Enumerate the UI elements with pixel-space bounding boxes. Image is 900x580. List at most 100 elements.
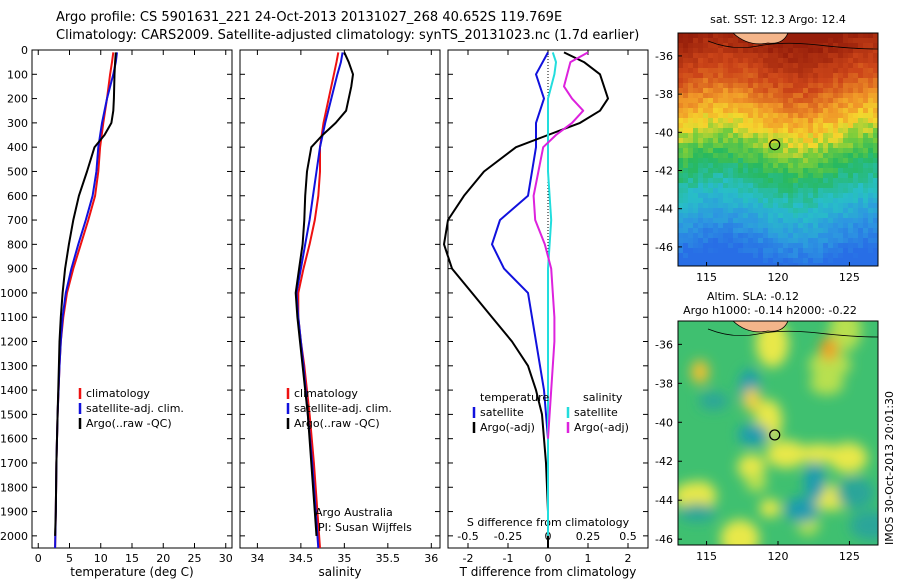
difference-panel: -2 -1 0 1 2T difference from climatology -0.5…	[443, 49, 649, 579]
contour-line	[707, 328, 878, 338]
sla-map: -36 -38 -40 -42 -44 -46 115 120 125 Altim. SLA: -…	[655, 290, 879, 563]
legend-entry: satellite-adj. clim.	[294, 402, 392, 415]
lon-tick-label: 115	[696, 271, 717, 284]
x-tick-label: 0	[35, 552, 42, 565]
legend-entry: Argo(..raw -QC)	[294, 417, 380, 430]
s-tick-label: 0.5	[619, 530, 637, 543]
land-mass	[732, 321, 789, 333]
x-tick-label: 30	[219, 552, 233, 565]
lat-tick-label: -36	[655, 50, 673, 63]
x-tick-label: 5	[66, 552, 73, 565]
x-tick-label: 1	[585, 552, 592, 565]
depth-tick-label: 200	[7, 93, 28, 106]
legend-entry: Argo(-adj)	[574, 421, 629, 434]
salinity-panel: 34 34.5 35 35.5 36 salinity Argo Australia PI: …	[239, 49, 441, 579]
x-tick-label: 36	[424, 552, 438, 565]
temperature-panel: 0100200300400500600700800900100011001200…	[0, 44, 233, 579]
land-mass	[732, 33, 789, 45]
legend-entry: climatology	[86, 387, 150, 400]
lat-tick-label: -42	[655, 165, 673, 178]
difference-series-2	[547, 52, 557, 536]
contour-line	[707, 40, 878, 50]
lon-tick-label: 120	[768, 271, 789, 284]
s-tick-label: -0.5	[457, 530, 478, 543]
difference-xlabel: T difference from climatology	[459, 565, 637, 579]
difference-series-0	[491, 51, 549, 536]
depth-tick-label: 1900	[0, 506, 28, 519]
legend-entry: Argo(-adj)	[480, 421, 535, 434]
lat-tick-label: -44	[655, 494, 673, 507]
lat-tick-label: -38	[655, 88, 673, 101]
figure-title-line1: Argo profile: CS 5901631_221 24-Oct-2013…	[56, 10, 563, 25]
difference-series-1	[443, 51, 609, 548]
legend-entry: satellite	[574, 406, 618, 419]
x-tick-label: -1	[503, 552, 514, 565]
lon-tick-label: 125	[839, 271, 860, 284]
lat-tick-label: -40	[655, 126, 673, 139]
depth-tick-label: 2000	[0, 530, 28, 543]
annotation-org: Argo Australia	[315, 506, 393, 519]
x-tick-label: 15	[125, 552, 139, 565]
legend-entry: climatology	[294, 387, 358, 400]
lat-tick-label: -40	[655, 416, 673, 429]
depth-tick-label: 1300	[0, 360, 28, 373]
depth-tick-label: 600	[7, 190, 28, 203]
sla-map-subtitle: Argo h1000: -0.14 h2000: -0.22	[683, 304, 857, 317]
x-tick-label: 34.5	[289, 552, 314, 565]
depth-tick-label: 1500	[0, 408, 28, 421]
lat-tick-label: -38	[655, 377, 673, 390]
lat-tick-label: -46	[655, 241, 673, 254]
depth-tick-label: 700	[7, 214, 28, 227]
x-tick-label: 0	[545, 552, 552, 565]
depth-tick-label: 0	[21, 44, 28, 57]
x-tick-label: 35	[337, 552, 351, 565]
float-position-marker	[769, 429, 781, 441]
legend-entry: satellite	[480, 406, 524, 419]
depth-tick-label: 900	[7, 263, 28, 276]
side-timestamp-label: IMOS 30-Oct-2013 20:01:30	[883, 391, 896, 545]
lon-tick-label: 115	[696, 550, 717, 563]
lat-tick-label: -46	[655, 533, 673, 546]
temperature-series-2	[54, 52, 117, 536]
x-tick-label: 34	[250, 552, 264, 565]
lon-tick-label: 120	[768, 550, 789, 563]
x-tick-label: 20	[156, 552, 170, 565]
temperature-xlabel: temperature (deg C)	[70, 565, 193, 579]
x-tick-label: -2	[463, 552, 474, 565]
lat-tick-label: -42	[655, 455, 673, 468]
salinity-xlabel: salinity	[318, 565, 361, 579]
legend-header: temperature	[480, 391, 549, 404]
x-tick-label: 35.5	[376, 552, 401, 565]
depth-tick-label: 1000	[0, 287, 28, 300]
depth-tick-label: 500	[7, 165, 28, 178]
s-tick-label: 0.25	[576, 530, 601, 543]
depth-tick-label: 1200	[0, 336, 28, 349]
depth-tick-label: 300	[7, 117, 28, 130]
lon-tick-label: 125	[839, 550, 860, 563]
salinity-series-2	[294, 51, 354, 536]
sst-map: -36 -38 -40 -42 -44 -46 115 120 125 sat. SST: 12.…	[655, 13, 879, 284]
salinity-frame	[239, 49, 441, 549]
x-tick-label: 10	[94, 552, 108, 565]
figure-title-line2: Climatology: CARS2009. Satellite-adjuste…	[56, 28, 640, 43]
legend-header: salinity	[583, 391, 623, 404]
x-tick-label: 25	[188, 552, 202, 565]
x-tick-label: 2	[625, 552, 632, 565]
legend-entry: satellite-adj. clim.	[86, 402, 184, 415]
depth-tick-label: 1600	[0, 433, 28, 446]
depth-tick-label: 100	[7, 68, 28, 81]
legend-entry: Argo(..raw -QC)	[86, 417, 172, 430]
s-tick-label: -0.25	[494, 530, 522, 543]
depth-tick-label: 1100	[0, 311, 28, 324]
depth-tick-label: 400	[7, 141, 28, 154]
salinity-series-0	[297, 52, 340, 549]
sst-map-title: sat. SST: 12.3 Argo: 12.4	[710, 13, 846, 26]
sla-map-title: Altim. SLA: -0.12	[707, 290, 799, 303]
depth-tick-label: 1700	[0, 457, 28, 470]
float-position-marker	[769, 139, 781, 151]
depth-tick-label: 1400	[0, 384, 28, 397]
lat-tick-label: -44	[655, 203, 673, 216]
annotation-pi: PI: Susan Wijffels	[318, 521, 412, 534]
difference-series-3	[532, 51, 589, 439]
